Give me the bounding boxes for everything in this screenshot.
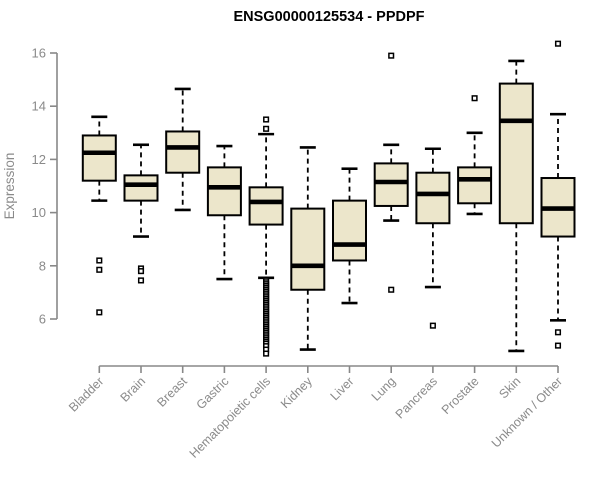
x-category-label-lung: Lung — [369, 374, 399, 404]
box-group-hematopoietic-cells — [248, 116, 284, 357]
iqr-box — [165, 130, 201, 174]
outlier-point — [263, 350, 270, 357]
outlier-point — [96, 257, 103, 264]
outlier-point — [263, 125, 270, 132]
outlier-point — [429, 322, 436, 329]
outlier-point — [471, 95, 478, 102]
y-axis-label: Expression — [2, 153, 17, 220]
outlier-point — [96, 309, 103, 316]
x-category-label-unknown-other: Unknown / Other — [489, 374, 565, 450]
outlier-point — [554, 342, 562, 349]
y-tick-label: 10 — [32, 205, 46, 220]
box-group-unknown-other — [540, 40, 576, 349]
iqr-box — [290, 207, 326, 291]
x-category-label-breast: Breast — [154, 374, 190, 410]
iqr-box — [373, 162, 409, 207]
outlier-point — [388, 286, 395, 293]
outlier-point — [96, 266, 103, 273]
y-tick-label: 8 — [39, 258, 46, 273]
outlier-point — [263, 116, 270, 123]
box-group-lung — [373, 52, 409, 293]
x-category-label-pancreas: Pancreas — [393, 374, 440, 421]
outlier-point — [137, 268, 145, 275]
iqr-box — [457, 166, 493, 205]
boxes — [81, 40, 576, 357]
x-category-label-kidney: Kidney — [278, 374, 315, 411]
x-category-label-skin: Skin — [496, 374, 523, 401]
y-tick-label: 14 — [32, 99, 46, 114]
iqr-box — [123, 174, 159, 202]
outlier-point — [388, 52, 395, 59]
x-category-label-prostate: Prostate — [439, 374, 482, 417]
box-group-brain — [123, 143, 159, 284]
iqr-box — [332, 199, 367, 262]
y-tick-label: 16 — [32, 46, 46, 61]
outlier-point — [554, 329, 562, 336]
outlier-point — [554, 40, 562, 47]
y-tick-label: 12 — [32, 152, 46, 167]
box-group-prostate — [457, 95, 493, 216]
iqr-box — [81, 134, 117, 182]
box-group-kidney — [290, 146, 326, 351]
box-group-gastric — [206, 144, 242, 281]
x-category-label-hematopoietic-cells: Hematopoietic cells — [187, 374, 274, 461]
box-group-skin — [498, 59, 534, 353]
box-group-bladder — [81, 115, 117, 316]
iqr-box — [498, 82, 534, 225]
y-tick-label: 6 — [39, 312, 46, 327]
x-category-label-brain: Brain — [118, 374, 149, 405]
box-group-pancreas — [415, 147, 451, 329]
outlier-point — [137, 277, 145, 284]
x-category-label-bladder: Bladder — [66, 374, 106, 414]
box-group-liver — [332, 167, 367, 305]
x-category-label-gastric: Gastric — [194, 374, 232, 412]
iqr-box — [248, 186, 284, 226]
iqr-box — [206, 166, 242, 217]
iqr-box — [415, 171, 451, 225]
box-group-breast — [165, 87, 201, 212]
x-category-label-liver: Liver — [328, 374, 357, 403]
chart-title: ENSG00000125534 - PPDPF — [233, 9, 424, 25]
